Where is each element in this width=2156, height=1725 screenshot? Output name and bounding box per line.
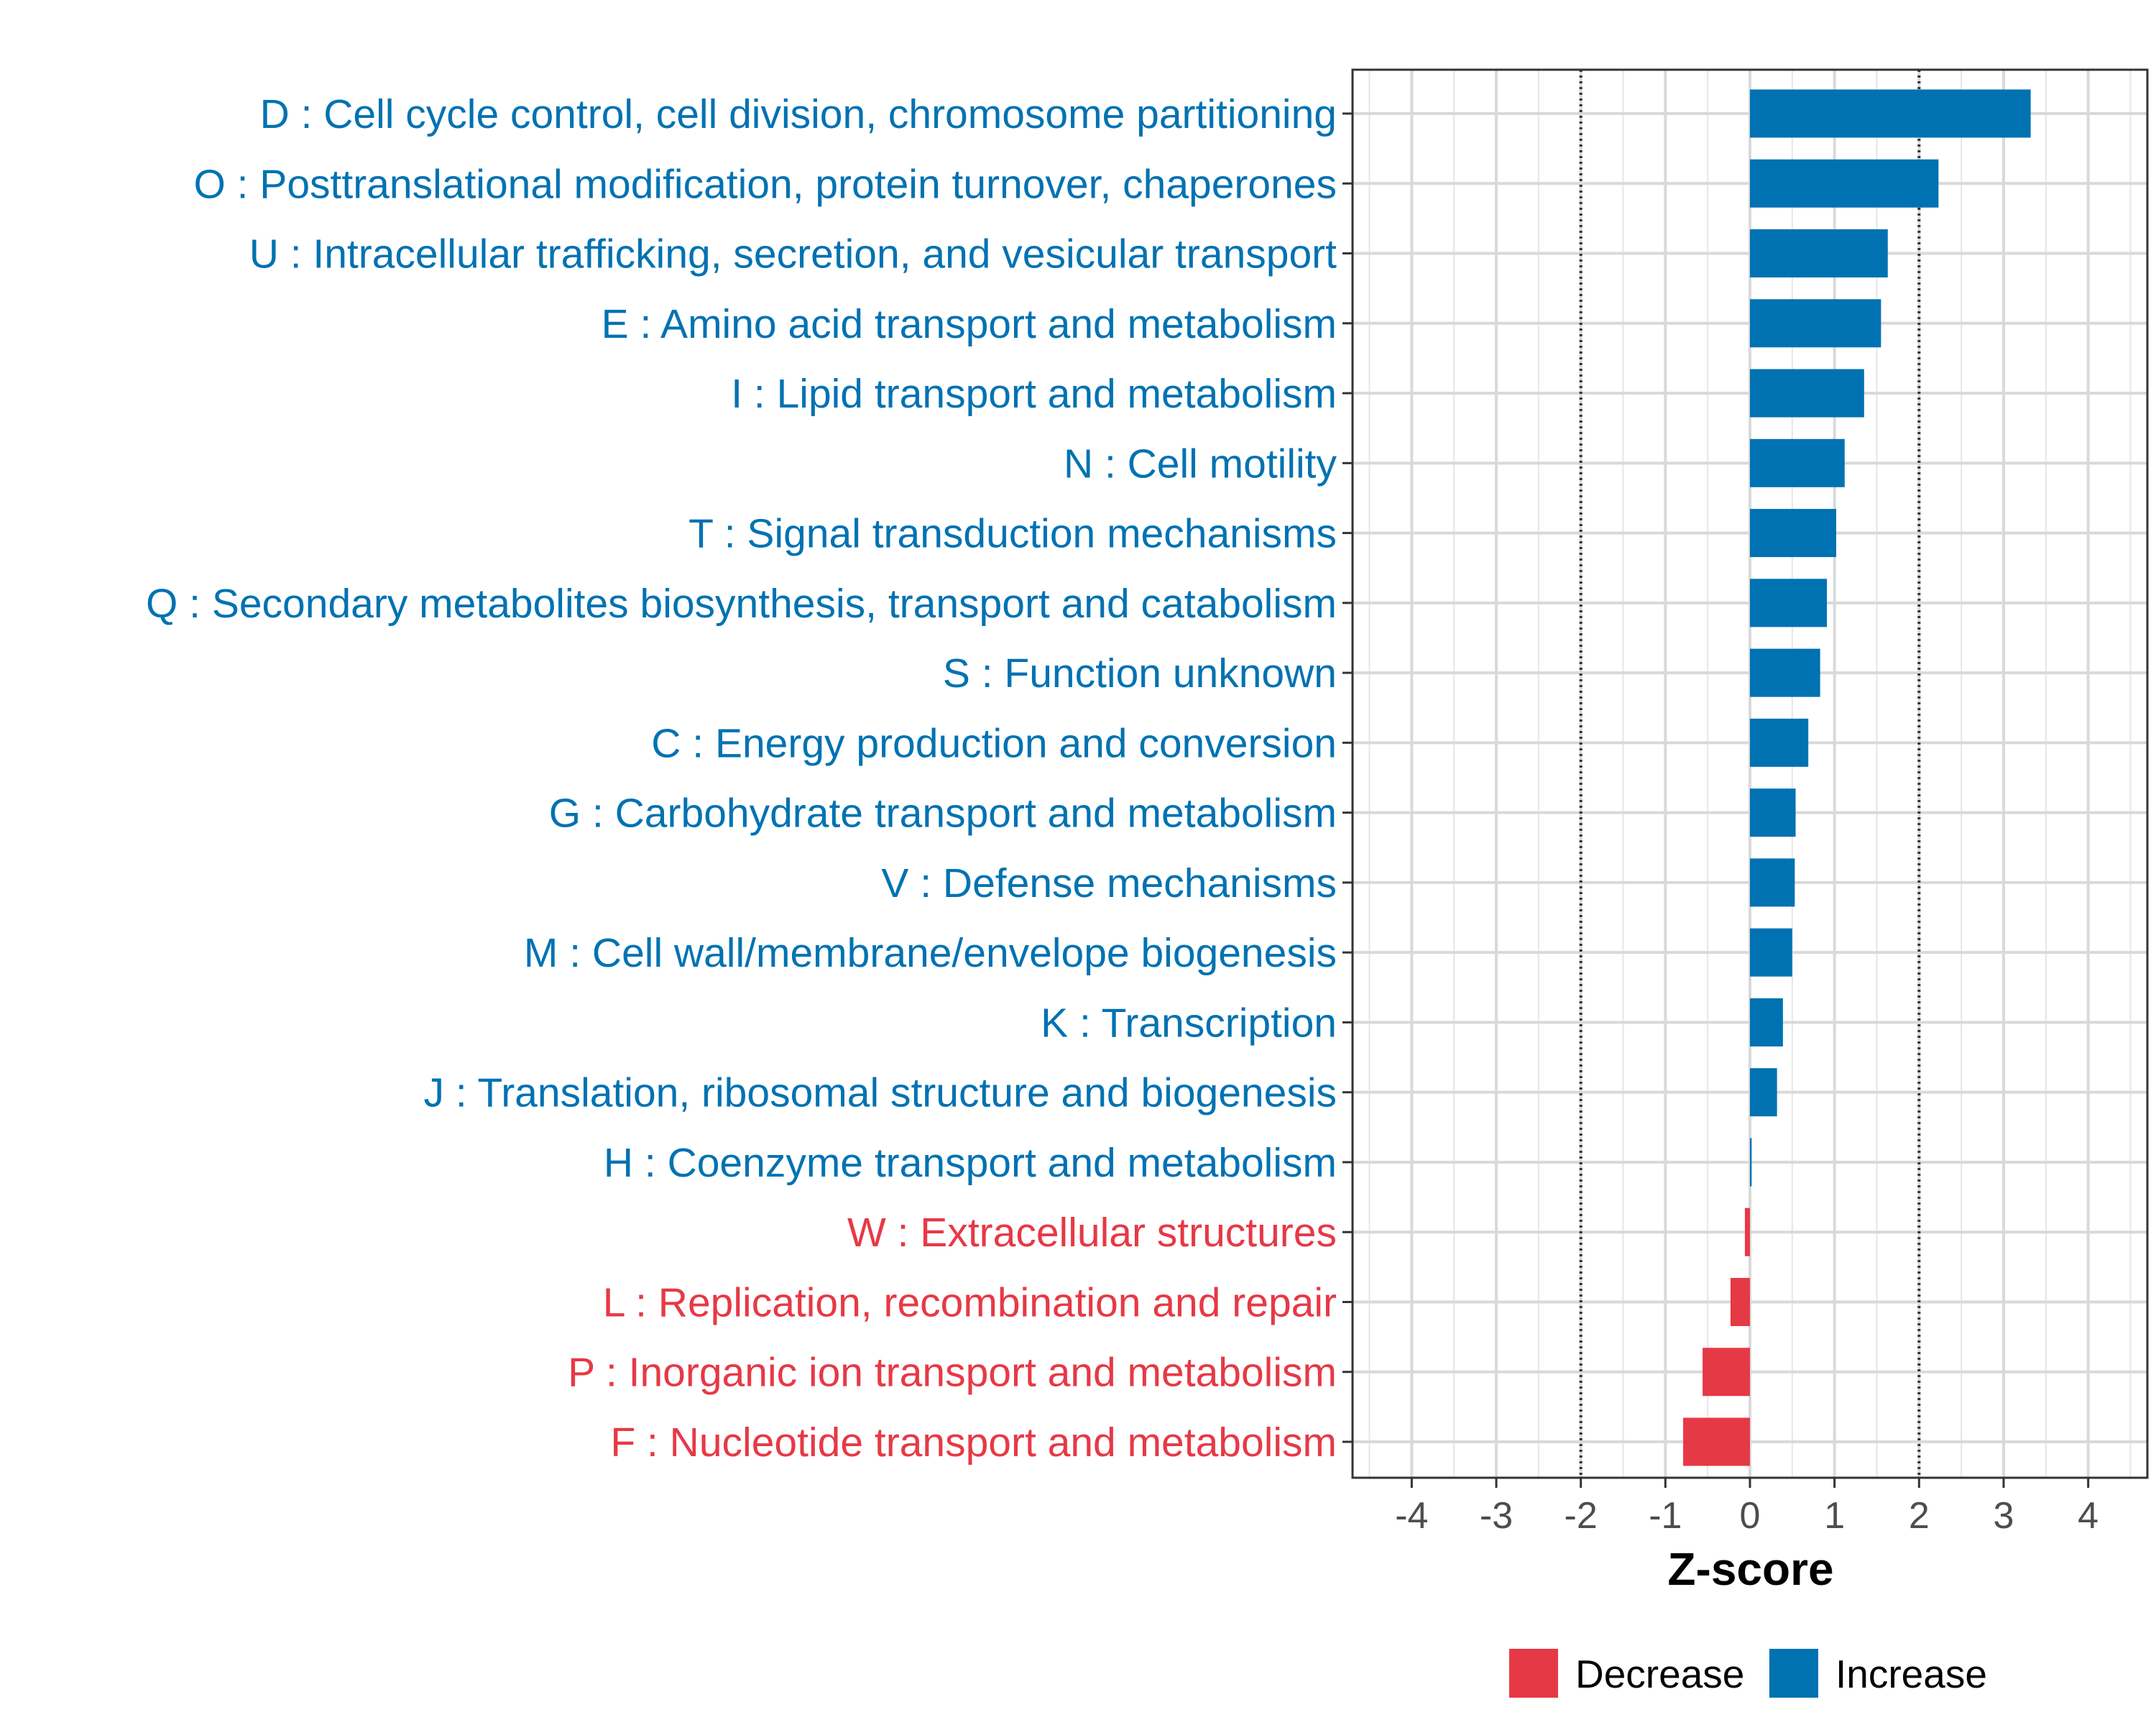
x-tick-label: 4 xyxy=(2078,1495,2099,1537)
bar xyxy=(1750,858,1795,907)
bar xyxy=(1750,509,1837,558)
category-label: N : Cell motility xyxy=(1064,441,1337,487)
bar xyxy=(1750,788,1796,837)
x-tick-label: -4 xyxy=(1395,1495,1428,1537)
threshold-lines xyxy=(1579,70,1921,1478)
category-label: K : Transcription xyxy=(1041,1000,1337,1046)
bar xyxy=(1750,159,1939,208)
x-axis-title: Z-score xyxy=(1667,1543,1833,1595)
bars xyxy=(1683,89,2031,1466)
bar xyxy=(1750,369,1864,418)
category-label: D : Cell cycle control, cell division, c… xyxy=(260,91,1337,137)
x-tick-label: 3 xyxy=(1994,1495,2014,1537)
category-label: E : Amino acid transport and metabolism xyxy=(602,301,1337,347)
category-label: Q : Secondary metabolites biosynthesis, … xyxy=(146,581,1337,627)
legend-key xyxy=(1509,1649,1558,1698)
x-tick-label: -2 xyxy=(1565,1495,1598,1537)
bar xyxy=(1703,1348,1750,1397)
category-label: S : Function unknown xyxy=(943,650,1337,696)
category-label: O : Posttranslational modification, prot… xyxy=(193,161,1337,207)
bar xyxy=(1744,1208,1750,1256)
x-tick-label: -1 xyxy=(1649,1495,1682,1537)
category-label: W : Extracellular structures xyxy=(847,1210,1337,1256)
x-axis-ticks xyxy=(1410,1478,2090,1488)
category-label: G : Carbohydrate transport and metabolis… xyxy=(549,791,1337,837)
category-label: P : Inorganic ion transport and metaboli… xyxy=(568,1350,1337,1396)
category-label: T : Signal transduction mechanisms xyxy=(688,511,1337,557)
legend: Decrease Increase xyxy=(1509,1649,1987,1698)
bar xyxy=(1750,648,1820,697)
bar xyxy=(1750,718,1809,767)
category-label: L : Replication, recombination and repai… xyxy=(603,1279,1337,1325)
y-axis-ticks xyxy=(1342,112,1353,1443)
category-label: H : Coenzyme transport and metabolism xyxy=(604,1140,1337,1186)
category-labels: D : Cell cycle control, cell division, c… xyxy=(146,91,1337,1466)
bar xyxy=(1750,579,1828,627)
category-label: V : Defense mechanisms xyxy=(881,860,1337,906)
legend-label: Increase xyxy=(1835,1652,1987,1696)
x-tick-labels: -4 -3 -2 -1 0 1 2 3 4 xyxy=(1395,1495,2099,1537)
x-tick-label: 1 xyxy=(1824,1495,1845,1537)
legend-key xyxy=(1769,1649,1818,1698)
category-label: U : Intracellular trafficking, secretion… xyxy=(249,231,1337,277)
category-label: I : Lipid transport and metabolism xyxy=(731,371,1337,417)
bar xyxy=(1750,1138,1752,1187)
x-tick-label: -3 xyxy=(1480,1495,1513,1537)
bar xyxy=(1750,229,1888,278)
category-label: J : Translation, ribosomal structure and… xyxy=(424,1070,1337,1116)
bar xyxy=(1683,1417,1750,1466)
category-label: M : Cell wall/membrane/envelope biogenes… xyxy=(524,930,1337,976)
bar xyxy=(1750,89,2031,138)
bar xyxy=(1750,998,1783,1046)
x-tick-label: 2 xyxy=(1909,1495,1930,1537)
category-label: F : Nucleotide transport and metabolism xyxy=(610,1420,1337,1466)
legend-label: Decrease xyxy=(1575,1652,1744,1696)
bar xyxy=(1750,299,1881,348)
bar xyxy=(1730,1277,1750,1326)
x-tick-label: 0 xyxy=(1740,1495,1761,1537)
bar xyxy=(1750,438,1845,487)
category-label: C : Energy production and conversion xyxy=(651,720,1337,766)
bar xyxy=(1750,928,1792,977)
bar xyxy=(1750,1068,1777,1117)
